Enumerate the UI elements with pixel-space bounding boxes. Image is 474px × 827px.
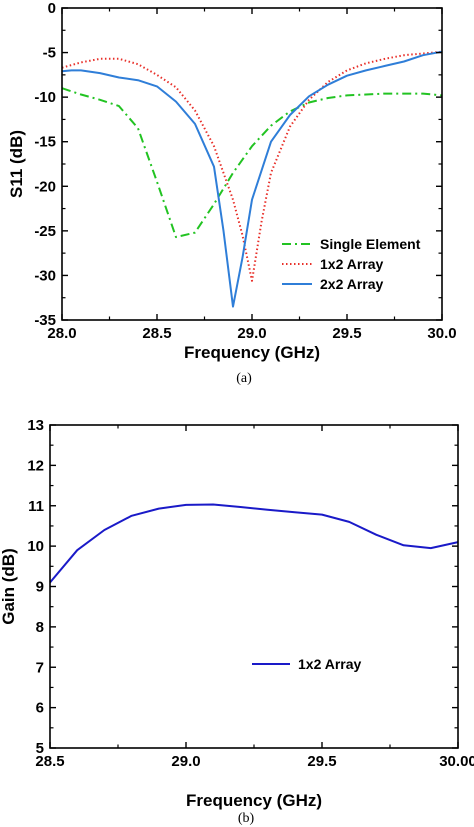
- y-axis-title-1: S11 (dB): [7, 130, 26, 198]
- y-tick-label-2-4: 8: [36, 619, 44, 636]
- y-tick-label-2-2: 6: [36, 700, 44, 717]
- y-tick-label-1-6: -25: [34, 223, 56, 240]
- y-tick-label-1-2: -5: [43, 45, 56, 62]
- y-tick-label-1-5: -20: [34, 178, 56, 195]
- series-line-1-3: [61, 50, 443, 308]
- y-tick-label-2-1: 5: [36, 740, 44, 757]
- plot-frame-1: [61, 7, 443, 321]
- y-axis-title-2: Gain (dB): [0, 548, 18, 625]
- legend-label-1-2: 1x2 Array: [320, 256, 384, 272]
- x-tick-label-2-1: 28.5: [35, 753, 64, 770]
- x-tick-label-1-2: 28.5: [142, 325, 171, 342]
- y-tick-label-2-8: 12: [27, 457, 44, 474]
- legend-label-1-3: 2x2 Array: [320, 276, 384, 292]
- series-line-1-1: [61, 87, 443, 239]
- y-tick-label-2-7: 11: [28, 498, 44, 515]
- plot-frame-2: [49, 424, 459, 749]
- legend-label-1-1: Single Element: [320, 236, 421, 252]
- y-tick-label-1-3: -10: [34, 89, 56, 106]
- y-tick-label-1-7: -30: [34, 267, 56, 284]
- x-tick-label-2-3: 29.5: [307, 753, 336, 770]
- caption-1: (a): [236, 371, 252, 386]
- x-axis-title-1: Frequency (GHz): [184, 343, 320, 362]
- y-tick-label-1-4: -15: [34, 134, 56, 151]
- x-tick-label-1-1: 28.0: [47, 325, 76, 342]
- series-line-1-2: [61, 50, 443, 282]
- y-tick-label-2-9: 13: [27, 417, 44, 434]
- caption-2: (b): [238, 811, 255, 826]
- y-tick-label-1-1: 0: [48, 0, 56, 17]
- y-tick-label-2-6: 10: [27, 538, 44, 555]
- series-line-2-1: [49, 503, 459, 584]
- y-tick-label-2-5: 9: [36, 579, 44, 596]
- x-tick-label-1-5: 30.0: [427, 325, 456, 342]
- x-tick-label-1-4: 29.5: [332, 325, 361, 342]
- x-tick-label-2-2: 29.0: [171, 753, 200, 770]
- x-axis-title-2: Frequency (GHz): [186, 791, 322, 810]
- y-tick-label-2-3: 7: [36, 659, 44, 676]
- x-tick-label-1-3: 29.0: [237, 325, 266, 342]
- x-tick-label-2-4: 30.00: [439, 753, 474, 770]
- legend-label-2-1: 1x2 Array: [298, 656, 362, 672]
- y-tick-label-1-8: -35: [34, 312, 56, 329]
